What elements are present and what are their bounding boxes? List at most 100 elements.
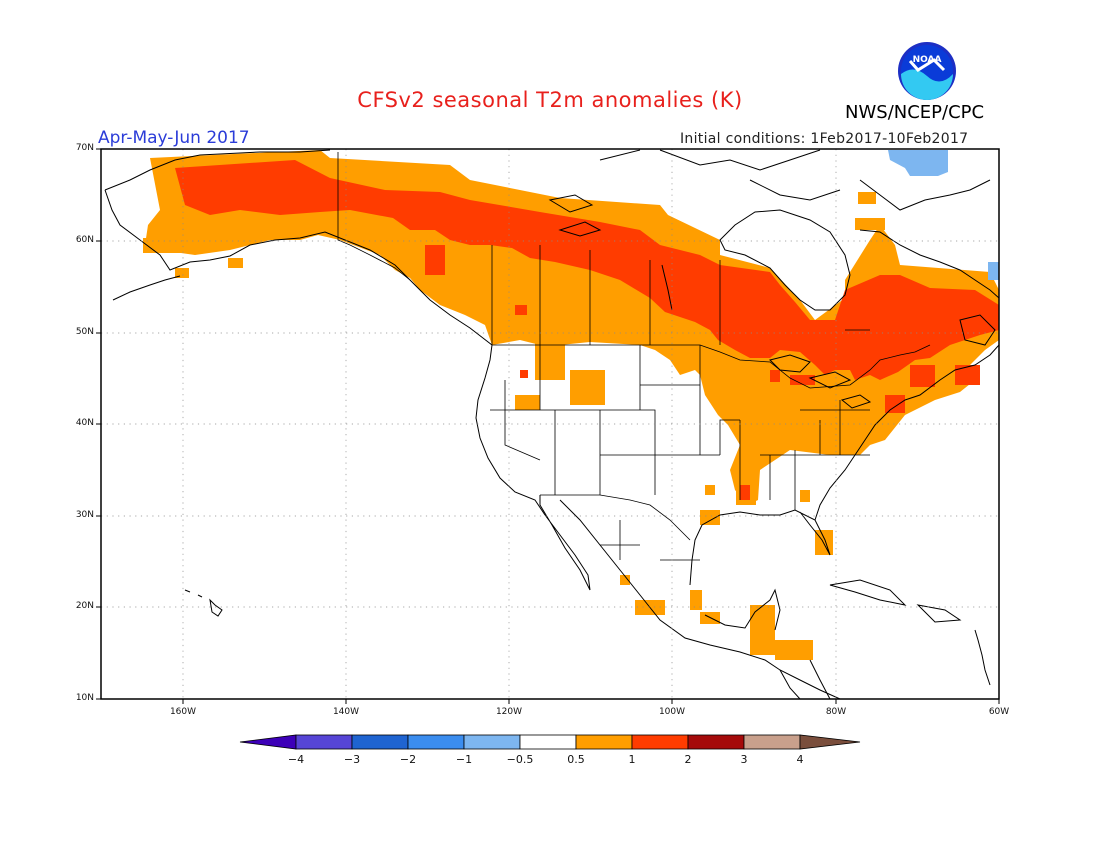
map-title: CFSv2 seasonal T2m anomalies (K) <box>357 88 743 112</box>
warm-anomaly-patch <box>228 258 243 268</box>
lon-label: 140W <box>332 707 360 717</box>
canada-province-lines <box>491 245 870 345</box>
central-america <box>779 659 831 699</box>
colorbar-swatch <box>295 734 353 750</box>
warm-anomaly-region <box>145 150 999 505</box>
colorbar-swatch <box>687 734 745 750</box>
cool-anomaly-region <box>888 150 948 176</box>
agency-label: NWS/NCEP/CPC <box>845 102 985 123</box>
warm-anomaly-patch <box>858 192 876 204</box>
colorbar-swatch <box>799 734 861 750</box>
strong-warm-anomaly-patch <box>425 245 445 275</box>
warm-anomaly-patch <box>800 490 810 502</box>
hudson-bay <box>719 209 851 311</box>
warm-anomaly-patch <box>855 218 885 230</box>
baja-california <box>539 495 591 591</box>
warm-anomaly-patch <box>620 575 630 585</box>
noaa-logo-icon: NOAA <box>898 42 956 100</box>
great-bear-lake <box>548 194 594 213</box>
newfoundland <box>959 314 996 346</box>
gulf-coast <box>689 509 831 586</box>
colorbar-label: −4 <box>287 753 305 766</box>
warm-anomaly-patch <box>515 395 540 410</box>
colorbar-swatch <box>239 734 297 750</box>
strong-warm-anomaly-patch <box>910 365 935 387</box>
lat-label: 20N <box>75 601 94 611</box>
labrador-coast <box>859 229 999 299</box>
lat-label: 60N <box>75 235 94 245</box>
us-canada-border <box>492 344 931 389</box>
warm-anomaly-patch <box>750 605 775 655</box>
arctic-islands <box>599 149 991 211</box>
initial-conditions-label: Initial conditions: 1Feb2017-10Feb2017 <box>680 131 969 147</box>
warm-anomaly-patch <box>143 238 183 253</box>
colorbar-label: −0.5 <box>506 753 534 766</box>
boundary-layer <box>337 152 931 561</box>
us-mexico-border <box>540 494 691 541</box>
hispaniola <box>916 604 962 623</box>
lon-label: 120W <box>495 707 523 717</box>
cuba <box>829 579 907 606</box>
colorbar-swatch <box>463 734 521 750</box>
hawaii <box>184 589 223 617</box>
east-coast-usa <box>814 344 999 521</box>
colorbar-label: 3 <box>740 753 748 766</box>
colorbar-label: 2 <box>684 753 692 766</box>
lat-label: 40N <box>75 418 94 428</box>
colorbar-swatch <box>575 734 633 750</box>
strong-warm-anomaly-patch <box>740 485 750 500</box>
strong-warm-anomaly-region <box>175 160 999 380</box>
warm-anomaly-patch <box>775 640 813 660</box>
mexico-pacific-coast <box>559 499 841 699</box>
warm-anomaly-patch <box>535 340 565 380</box>
alaska-canada-border <box>337 152 411 281</box>
lake-winnipeg <box>661 264 673 311</box>
west-coast-usa <box>475 344 546 516</box>
us-state-lines <box>490 345 870 510</box>
colorbar-label: −1 <box>455 753 473 766</box>
colorbar-label: 1 <box>628 753 636 766</box>
colorbar-label: 4 <box>796 753 804 766</box>
alaska-north-coast <box>104 149 331 191</box>
yucatan-coast <box>704 588 781 631</box>
warm-anomaly-patch <box>690 590 702 610</box>
lat-label: 30N <box>75 510 94 520</box>
coastline-layer <box>104 149 999 699</box>
lon-label: 60W <box>988 707 1010 717</box>
lon-label: 80W <box>825 707 847 717</box>
axis-ticks <box>96 148 1000 704</box>
warm-anomaly-patch <box>570 370 605 405</box>
colorbar-swatch <box>351 734 409 750</box>
lon-label: 160W <box>169 707 197 717</box>
warm-anomaly-patch <box>700 510 720 525</box>
colorbar <box>239 734 861 750</box>
warm-anomaly-patch <box>175 268 189 278</box>
alaska-west-coast <box>104 189 493 346</box>
season-label: Apr-May-Jun 2017 <box>98 128 250 148</box>
anomaly-field <box>143 150 999 660</box>
strong-warm-anomaly-patch <box>770 370 780 382</box>
colorbar-label: 0.5 <box>567 753 585 766</box>
colorbar-swatch <box>631 734 689 750</box>
strong-warm-anomaly-patch <box>955 365 980 385</box>
colorbar-swatch <box>519 734 577 750</box>
colorbar-swatch <box>743 734 801 750</box>
great-slave-lake <box>558 221 602 237</box>
strong-warm-anomaly-patch <box>515 305 527 315</box>
lon-label: 100W <box>658 707 686 717</box>
cool-anomaly-patch <box>988 262 999 280</box>
colorbar-swatch <box>407 734 465 750</box>
strong-warm-anomaly-patch <box>885 395 905 413</box>
lat-label: 70N <box>75 143 94 153</box>
colorbar-label: −2 <box>399 753 417 766</box>
logo-text: NOAA <box>913 55 942 65</box>
warm-anomaly-patch <box>705 485 715 495</box>
lat-label: 50N <box>75 327 94 337</box>
lat-label: 10N <box>75 693 94 703</box>
strong-warm-anomaly-patch <box>790 375 815 385</box>
aleutian-chain <box>112 275 181 301</box>
colorbar-label: −3 <box>343 753 361 766</box>
warm-anomaly-patch <box>815 530 833 555</box>
